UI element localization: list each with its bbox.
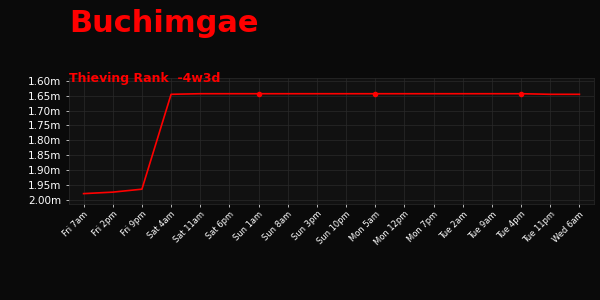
Text: Buchimgae: Buchimgae xyxy=(69,9,259,38)
Text: Thieving Rank  -4w3d: Thieving Rank -4w3d xyxy=(69,72,220,85)
